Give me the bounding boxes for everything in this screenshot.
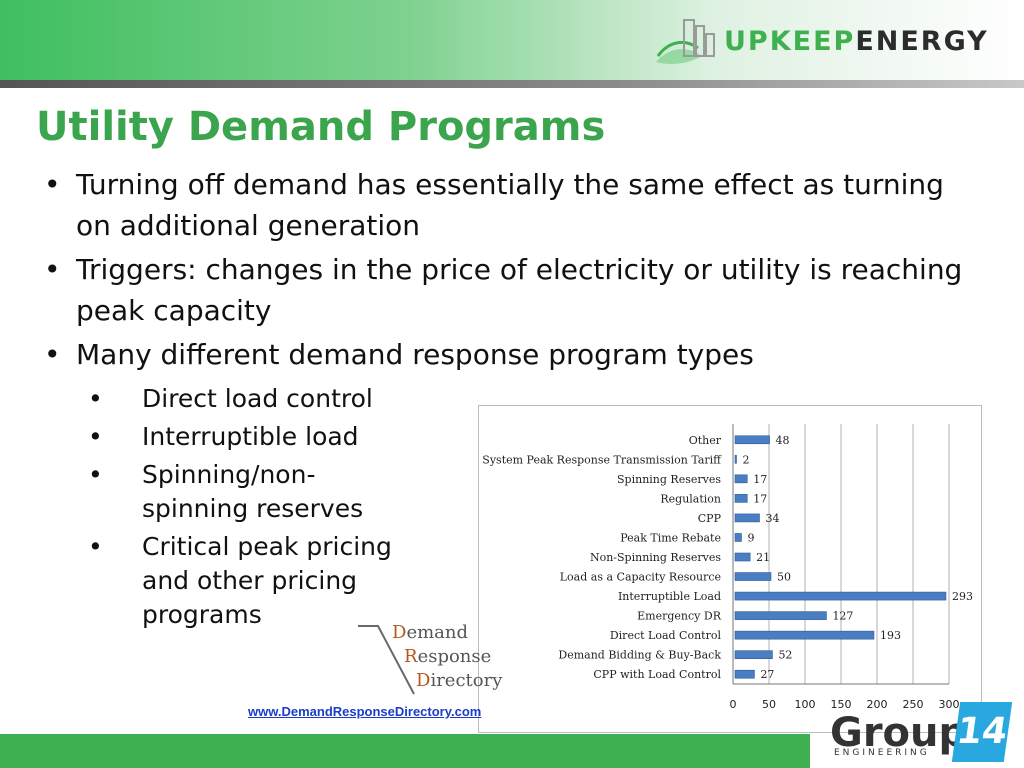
bullet-item: Triggers: changes in the price of electr…	[44, 249, 974, 331]
category-label: Other	[689, 434, 722, 447]
category-label: Interruptible Load	[618, 590, 721, 603]
x-tick-label: 250	[903, 698, 924, 711]
category-label: Regulation	[660, 492, 721, 505]
group-word: Group	[830, 710, 968, 756]
category-label: Spinning Reserves	[617, 473, 721, 486]
upkeep-energy-logo: UPKEEPENERGY	[654, 12, 1014, 68]
sub-bullet-item: Critical peak pricing and other pricing …	[88, 530, 392, 632]
data-label: 9	[747, 531, 754, 544]
drd-cap: D	[416, 670, 431, 691]
logo-word-energy: ENERGY	[855, 26, 989, 57]
category-label: CPP with Load Control	[593, 668, 721, 681]
data-bar	[734, 630, 875, 640]
data-bar	[734, 494, 748, 503]
category-label: Non-Spinning Reserves	[590, 551, 721, 564]
x-tick-label: 100	[795, 698, 816, 711]
sub-bullet-item: Direct load control	[88, 382, 458, 416]
data-bar	[734, 513, 760, 523]
category-label: System Peak Response Transmission Tariff	[482, 453, 722, 466]
data-bar	[734, 474, 748, 484]
sub-bullet-item: Interruptible load	[88, 420, 458, 454]
logo-wordmark: UPKEEPENERGY	[724, 26, 989, 57]
data-label: 52	[778, 649, 792, 662]
footer-band	[0, 734, 810, 768]
drd-rest: esponse	[417, 646, 492, 667]
drd-line-1: Demand	[392, 622, 468, 643]
data-label: 127	[832, 610, 853, 623]
data-label: 17	[753, 492, 767, 505]
drd-rest: emand	[406, 622, 469, 643]
data-label: 193	[880, 629, 901, 642]
category-label: Peak Time Rebate	[620, 531, 721, 544]
demand-response-directory-logo: Demand Response Directory	[356, 622, 516, 702]
data-bar	[734, 650, 773, 659]
x-tick-label: 150	[831, 698, 852, 711]
bullet-item: Turning off demand has essentially the s…	[44, 164, 974, 246]
drd-rest: irectory	[430, 670, 503, 691]
data-bar	[734, 611, 827, 620]
x-tick-label: 50	[762, 698, 776, 711]
data-bar	[734, 669, 755, 679]
group-subtitle: ENGINEERING	[834, 748, 930, 758]
data-label: 21	[756, 551, 770, 564]
data-bar	[734, 572, 772, 581]
drd-line-3: Directory	[416, 670, 502, 691]
drd-line-2: Response	[404, 646, 491, 667]
category-label: Direct Load Control	[610, 629, 722, 642]
category-label: Load as a Capacity Resource	[560, 571, 721, 584]
data-label: 293	[952, 590, 973, 603]
x-tick-label: 300	[939, 698, 960, 711]
main-bullet-list: Turning off demand has essentially the s…	[44, 164, 974, 378]
drd-cap: R	[404, 646, 418, 667]
category-label: CPP	[698, 512, 722, 525]
x-tick-label: 200	[867, 698, 888, 711]
sub-bullet-list: Direct load control Interruptible load S…	[88, 382, 458, 636]
drd-cap: D	[392, 622, 407, 643]
sub-bullet-item: Spinning/non-spinning reserves	[88, 458, 382, 526]
group-number: 14	[951, 702, 1013, 762]
category-label: Emergency DR	[637, 610, 722, 623]
chart-container: 0 50 100 150 200 250 300 Other 48 System Peak Res…	[478, 405, 982, 733]
bullet-item: Many different demand response program t…	[44, 334, 974, 375]
demand-response-directory-link[interactable]: www.DemandResponseDirectory.com	[248, 704, 482, 719]
slide-title: Utility Demand Programs	[36, 104, 606, 150]
data-bar	[734, 435, 770, 445]
data-bar	[734, 455, 737, 464]
data-label: 48	[776, 434, 790, 447]
header-divider	[0, 80, 1024, 88]
x-tick-label: 0	[730, 698, 737, 711]
logo-word-upkeep: UPKEEP	[724, 26, 856, 57]
group14-logo: Group 14 ENGINEERING	[810, 700, 1024, 768]
data-label: 50	[777, 571, 791, 584]
data-bar	[734, 552, 751, 562]
building-leaf-icon	[656, 19, 715, 64]
data-label: 27	[760, 668, 774, 681]
data-label: 17	[753, 473, 767, 486]
data-bar	[734, 533, 742, 542]
data-label: 2	[743, 453, 750, 466]
category-label: Demand Bidding & Buy-Back	[558, 649, 721, 662]
drd-swoosh-icon	[358, 625, 415, 695]
header-band	[0, 0, 1024, 80]
data-label: 34	[765, 512, 779, 525]
data-bar	[734, 591, 947, 601]
